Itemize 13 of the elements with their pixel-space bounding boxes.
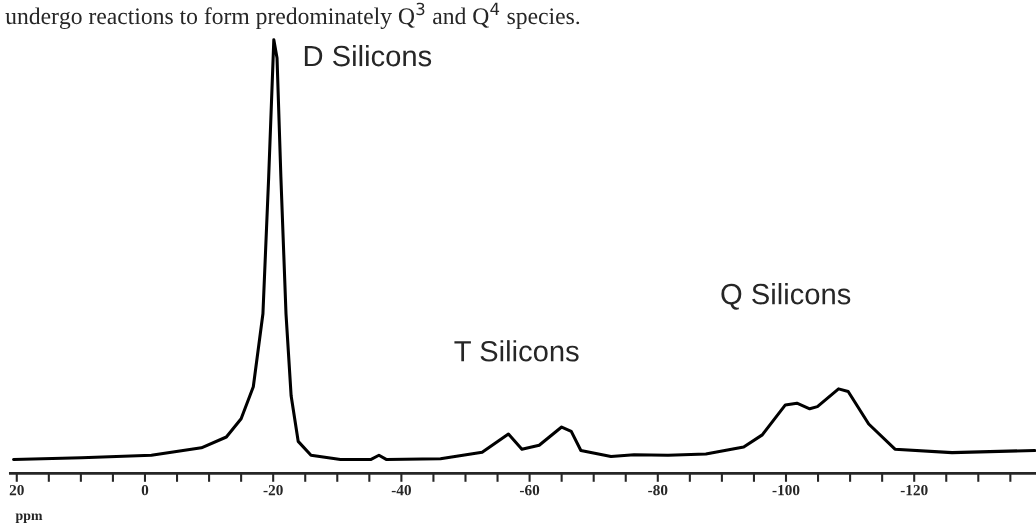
x-tick-label: 20	[9, 485, 24, 496]
x-tick-label: -80	[648, 485, 668, 496]
x-tick-label: -120	[900, 485, 928, 496]
text: undergo reactions to form predominately Q$^{3}$ and Q$^{4}$ species.	[5, 2, 580, 30]
x-tick-label: -60	[519, 485, 540, 496]
x-axis-title: ppm	[15, 513, 43, 523]
annotation: T Silicons	[454, 340, 579, 362]
x-tick-label: -40	[391, 485, 411, 496]
x-tick-label: 0	[141, 485, 149, 496]
x-tick-label: -100	[772, 485, 800, 496]
annotation: Q Silicons	[721, 283, 851, 310]
x-tick-label: -20	[263, 485, 283, 496]
annotation: D Silicons	[304, 44, 432, 67]
